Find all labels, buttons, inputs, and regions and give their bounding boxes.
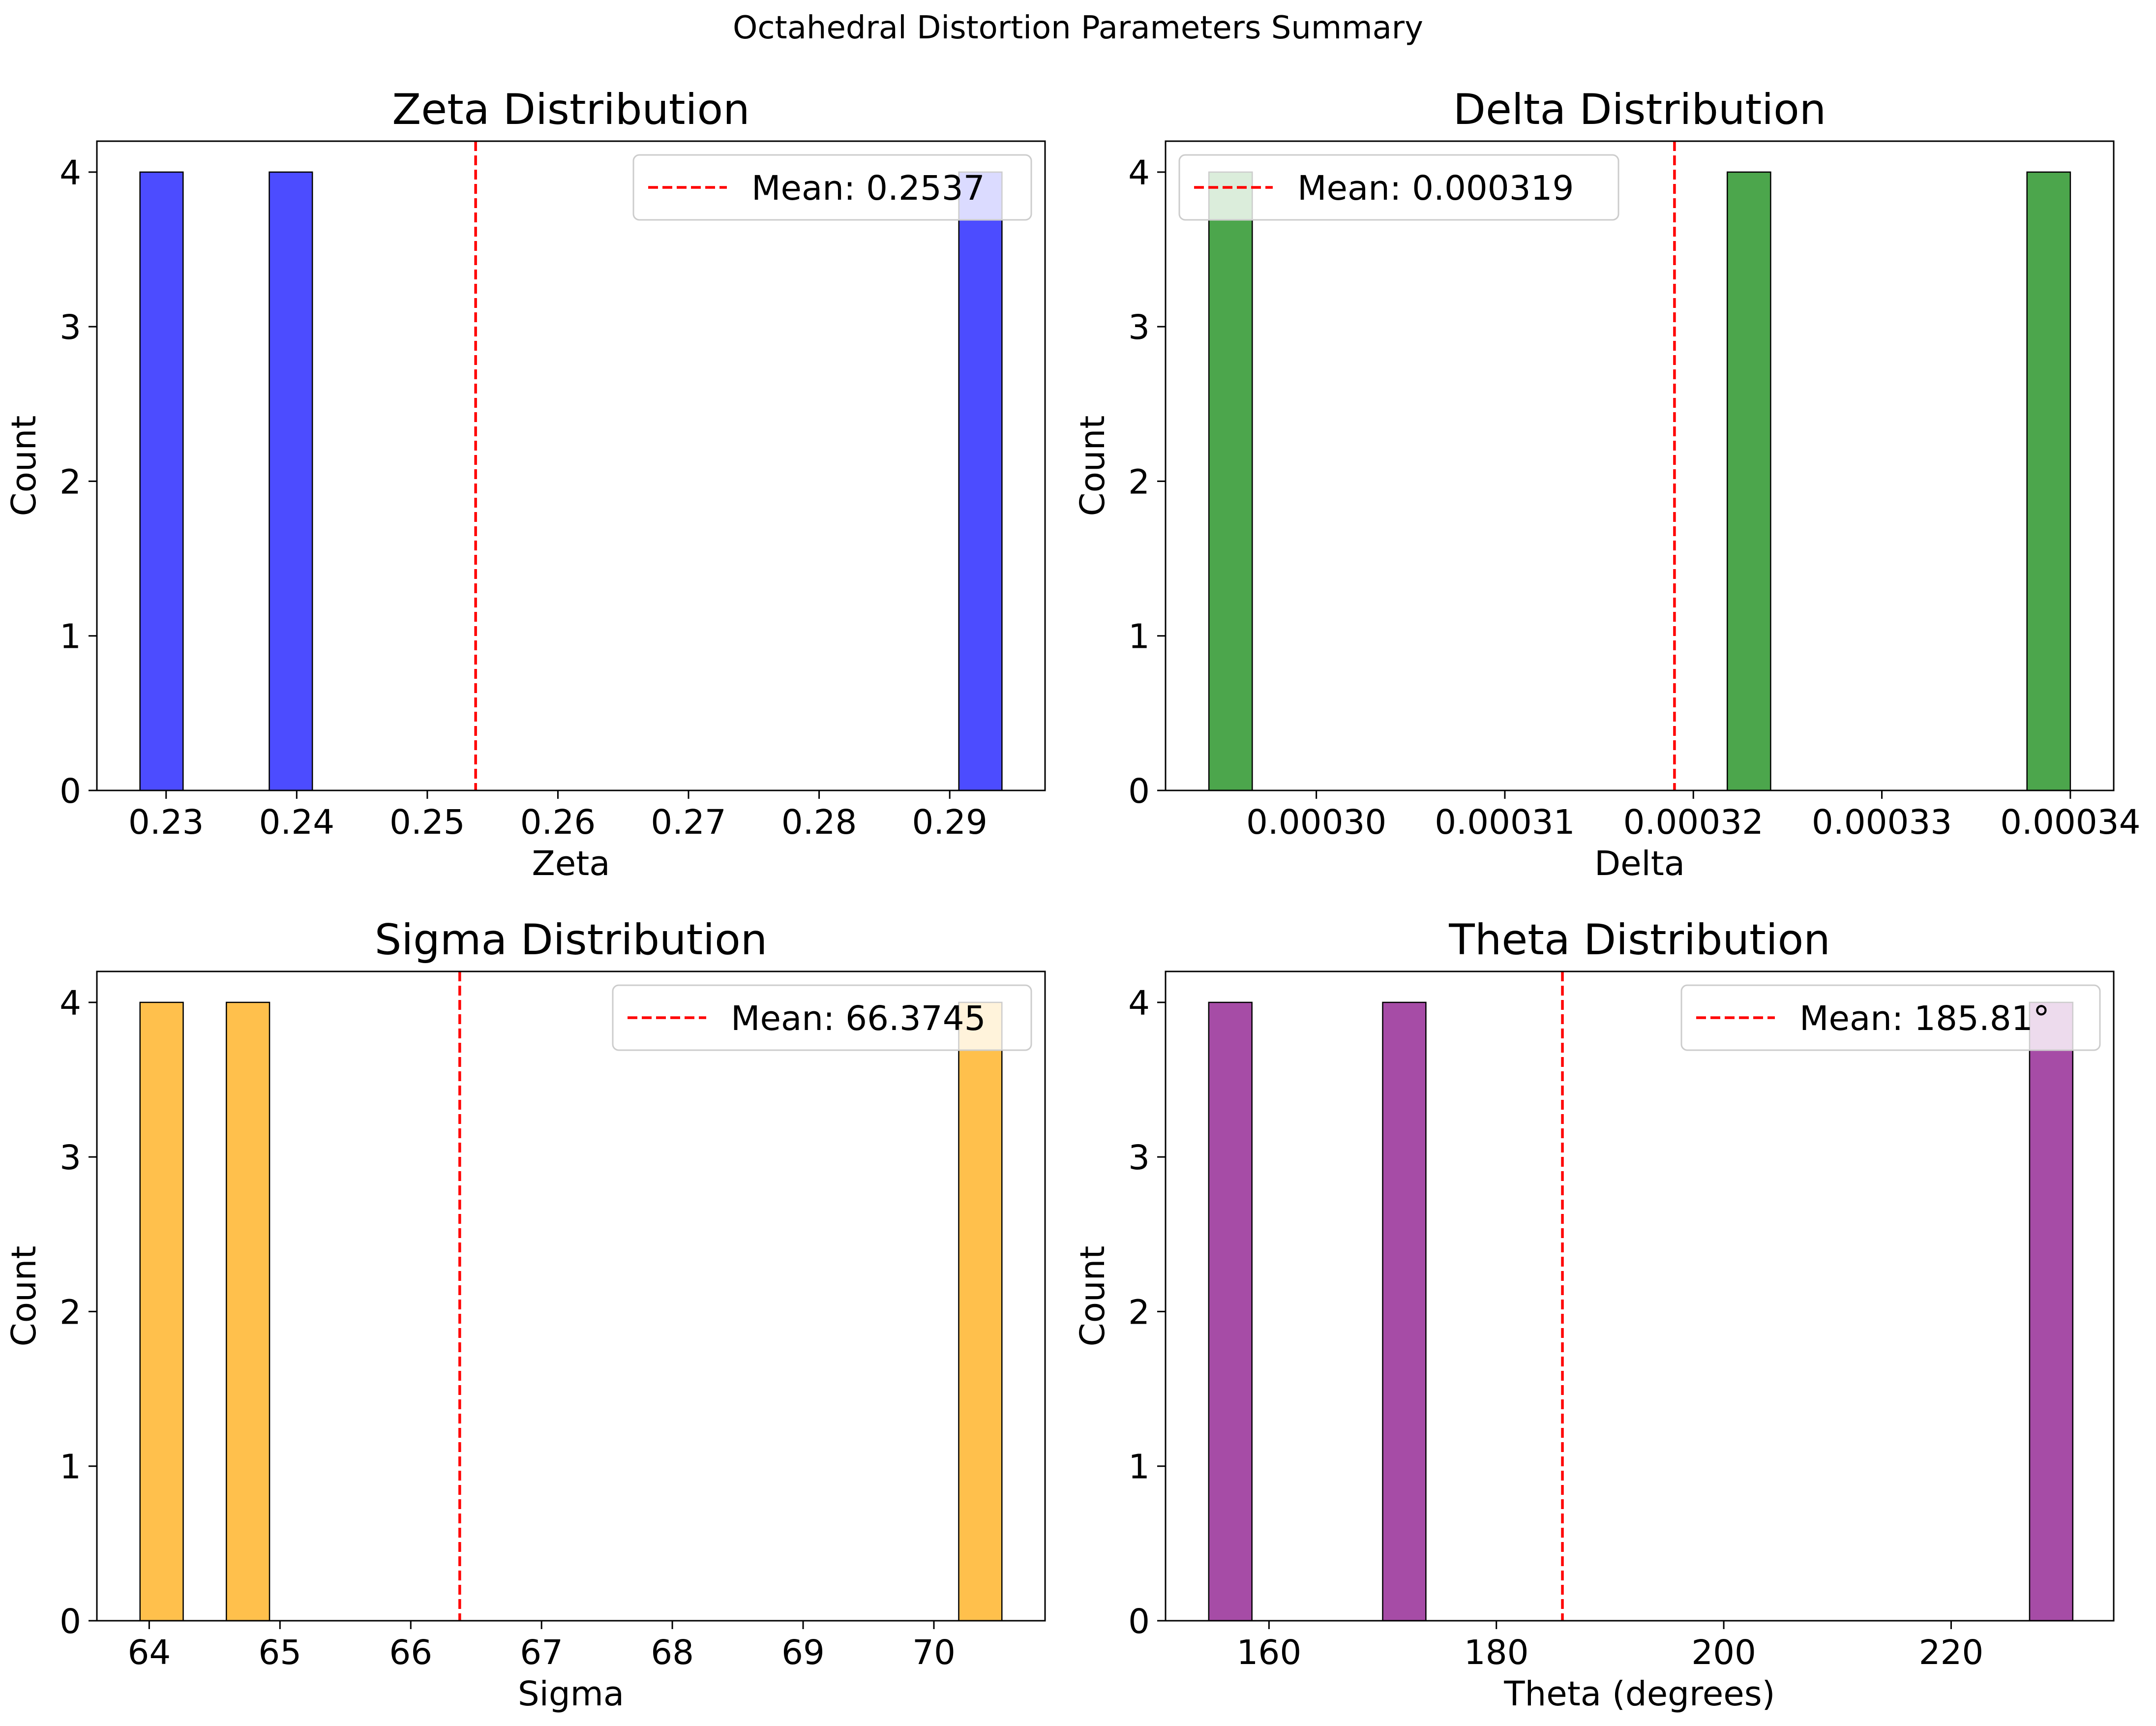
histogram-bar <box>269 171 313 791</box>
y-axis-label: Count <box>4 1246 44 1347</box>
x-tick-label: 180 <box>1464 1633 1529 1672</box>
legend-label: Mean: 185.81° <box>1799 999 2050 1038</box>
y-tick-label: 4 <box>60 153 81 193</box>
y-tick-label: 1 <box>60 617 81 657</box>
legend-label: Mean: 66.3745 <box>731 999 986 1038</box>
histogram-bar <box>958 171 1003 791</box>
x-tick-label: 0.27 <box>651 803 726 842</box>
x-tick-label: 0.23 <box>128 803 204 842</box>
x-axis-label: Sigma <box>518 1674 624 1714</box>
y-tick-label: 0 <box>60 772 81 811</box>
y-axis-label: Count <box>1073 416 1112 516</box>
legend-box <box>612 984 1032 1051</box>
legend-box <box>1178 154 1619 221</box>
x-tick-label: 70 <box>912 1633 956 1672</box>
chart-panel-4: 160 180 200 220 0 1 2 3 4 Theta Distribution Theta… <box>1073 915 2115 1714</box>
legend: Mean: 66.3745 <box>612 984 1032 1051</box>
x-tick-label: 160 <box>1237 1633 1302 1672</box>
histogram-bar <box>139 1001 184 1622</box>
x-axis-label: Zeta <box>532 844 610 883</box>
y-tick-label: 2 <box>60 462 81 502</box>
x-tick-label: 0.26 <box>520 803 596 842</box>
x-tick-label: 65 <box>258 1633 301 1672</box>
y-tick-label: 2 <box>1128 462 1150 502</box>
y-tick-label: 3 <box>1128 1138 1150 1178</box>
histogram-bar <box>2026 171 2071 791</box>
histogram-bar <box>2029 1001 2074 1622</box>
x-tick-label: 200 <box>1691 1633 1756 1672</box>
chart-panel-3: 64 65 66 67 68 69 70 0 1 2 3 4 Sigma Distribution Sig… <box>4 915 1046 1714</box>
y-axis-label: Count <box>1073 1246 1112 1347</box>
legend-box <box>632 154 1032 221</box>
histogram-bar <box>1208 171 1253 791</box>
legend: Mean: 0.2537 <box>632 154 1032 221</box>
x-tick-label: 0.00034 <box>2000 803 2140 842</box>
legend: Mean: 185.81° <box>1680 984 2101 1051</box>
y-tick-label: 0 <box>1128 1602 1150 1641</box>
x-tick-label: 220 <box>1919 1633 1984 1672</box>
x-tick-label: 64 <box>127 1633 171 1672</box>
y-tick-label: 1 <box>1128 1448 1150 1487</box>
histogram-bar <box>958 1001 1003 1622</box>
y-tick-label: 3 <box>60 1138 81 1178</box>
axes-frame <box>1165 140 2115 791</box>
x-tick-label: 69 <box>781 1633 825 1672</box>
x-axis-label: Delta <box>1594 844 1685 883</box>
y-tick-label: 3 <box>1128 308 1150 347</box>
y-tick-label: 0 <box>1128 772 1150 811</box>
chart-panels: 0.23 0.24 0.25 0.26 0.27 0.28 0.29 0 1 2 3 4 Zeta Di… <box>4 85 2141 1714</box>
legend-label: Mean: 0.2537 <box>751 169 985 208</box>
y-tick-label: 2 <box>60 1293 81 1332</box>
legend-label: Mean: 0.000319 <box>1297 169 1574 208</box>
figure-suptitle: Octahedral Distortion Parameters Summary <box>733 10 1423 46</box>
chart-title: Zeta Distribution <box>392 85 749 134</box>
y-tick-label: 1 <box>60 1448 81 1487</box>
chart-title: Delta Distribution <box>1453 85 1827 134</box>
y-tick-label: 4 <box>60 984 81 1023</box>
x-tick-label: 0.24 <box>259 803 334 842</box>
histogram-bar <box>139 171 184 791</box>
x-tick-label: 0.00032 <box>1623 803 1764 842</box>
y-tick-label: 4 <box>1128 153 1150 193</box>
axes-frame <box>1165 970 2115 1622</box>
x-tick-label: 68 <box>651 1633 694 1672</box>
histogram-bar <box>1208 1001 1253 1622</box>
x-tick-label: 0.00030 <box>1246 803 1386 842</box>
y-tick-label: 4 <box>1128 984 1150 1023</box>
x-axis-label: Theta (degrees) <box>1503 1674 1775 1714</box>
x-tick-label: 0.28 <box>781 803 857 842</box>
legend-box <box>1680 984 2101 1051</box>
y-tick-label: 2 <box>1128 1293 1150 1332</box>
x-tick-label: 67 <box>520 1633 563 1672</box>
x-tick-label: 0.00033 <box>1812 803 1952 842</box>
x-tick-label: 0.00031 <box>1435 803 1575 842</box>
y-tick-label: 0 <box>60 1602 81 1641</box>
y-tick-label: 3 <box>60 308 81 347</box>
y-tick-label: 1 <box>1128 617 1150 657</box>
x-tick-label: 0.29 <box>912 803 988 842</box>
axes-frame <box>96 970 1046 1622</box>
histogram-bar <box>1726 171 1771 791</box>
axes-frame <box>96 140 1046 791</box>
x-tick-label: 66 <box>389 1633 432 1672</box>
x-tick-label: 0.25 <box>389 803 465 842</box>
chart-title: Sigma Distribution <box>375 915 768 965</box>
chart-panel-2: 0.00030 0.00031 0.00032 0.00033 0.00034 0 1 2 3 4… <box>1073 85 2141 883</box>
chart-title: Theta Distribution <box>1448 915 1830 965</box>
histogram-bar <box>1382 1001 1427 1622</box>
legend: Mean: 0.000319 <box>1178 154 1619 221</box>
chart-panel-1: 0.23 0.24 0.25 0.26 0.27 0.28 0.29 0 1 2 3 4 Zeta Di… <box>4 85 1046 883</box>
histogram-bar <box>226 1001 270 1622</box>
y-axis-label: Count <box>4 416 44 516</box>
